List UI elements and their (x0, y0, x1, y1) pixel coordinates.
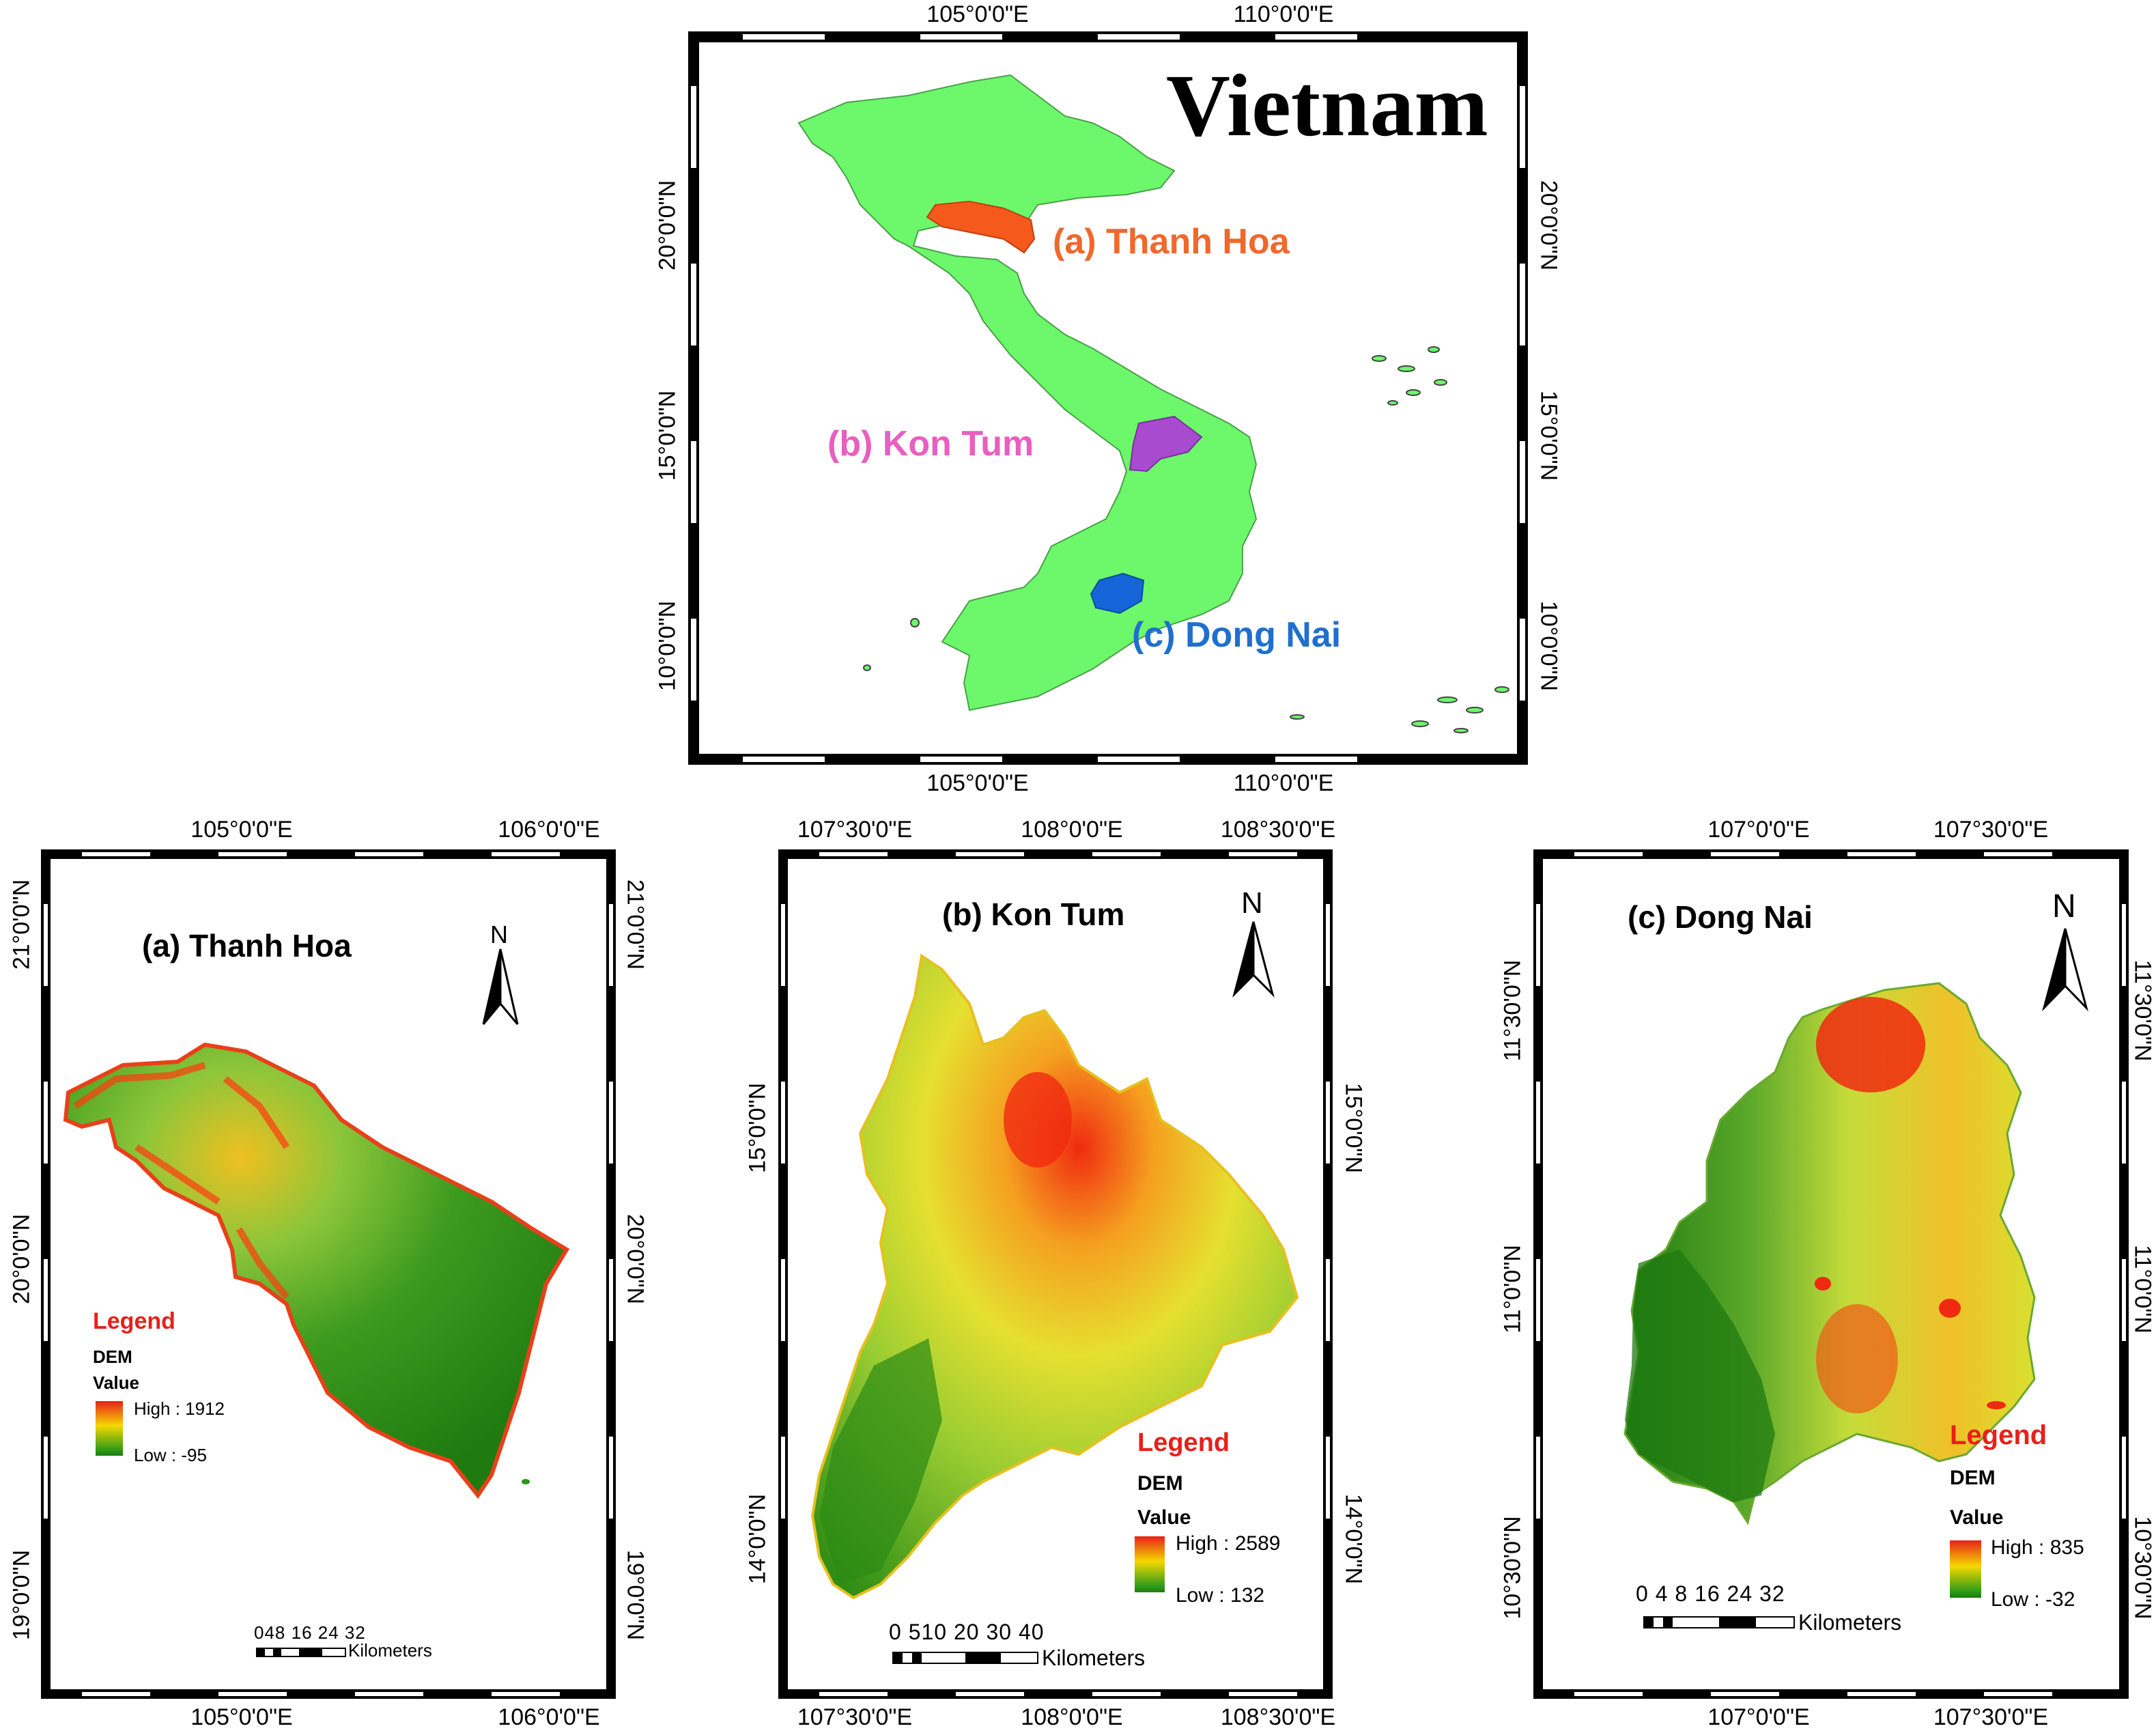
north-arrow-icon (482, 948, 519, 1025)
legend-layer: DEM (1950, 1467, 1996, 1489)
scale-unit: Kilometers (1798, 1610, 1902, 1635)
vietnam-country (797, 74, 1258, 711)
thanh-hoa-region (926, 200, 1036, 254)
north-label: N (1241, 886, 1263, 920)
legend-high: High : 835 (1991, 1536, 2084, 1559)
kt-lon-tick-top-3: 108°30'0"E (1220, 817, 1336, 843)
vietnam-land-shape (797, 74, 1509, 733)
north-arrow-icon (1232, 921, 1275, 998)
legend-color-ramp (1135, 1536, 1165, 1592)
dn-lon-tick-top-2: 107°30'0"E (1933, 817, 2049, 843)
vn-lon-tick-bottom-1: 105°0'0"E (926, 770, 1029, 796)
kt-lon-tick-bottom-3: 108°30'0"E (1220, 1704, 1336, 1730)
legend-title: Legend (93, 1308, 175, 1334)
kon-tum-frame-ticks (778, 849, 1333, 1699)
scale-numbers: 048 16 24 32 (254, 1622, 366, 1643)
th-lon-tick-top-2: 106°0'0"E (498, 817, 600, 843)
kt-lon-tick-top-1: 107°30'0"E (797, 817, 913, 843)
th-lon-tick-bottom-2: 106°0'0"E (498, 1704, 600, 1730)
scale-numbers: 0 510 20 30 40 (889, 1620, 1045, 1644)
scale-bar (892, 1652, 1038, 1664)
dong-nai-region (1090, 572, 1145, 615)
dn-lon-tick-top-1: 107°0'0"E (1707, 817, 1810, 843)
scale-unit: Kilometers (348, 1640, 432, 1661)
kt-lon-tick-bottom-1: 107°30'0"E (797, 1704, 913, 1730)
dong-nai-frame-ticks (1533, 849, 2129, 1699)
north-label: N (490, 920, 508, 948)
th-lon-tick-bottom-1: 105°0'0"E (190, 1704, 293, 1730)
dong-nai-title: (c) Dong Nai (1628, 899, 1813, 935)
vietnam-frame-ticks (688, 31, 1528, 765)
north-arrow-icon (2042, 928, 2088, 1012)
thanh-hoa-frame-ticks (41, 849, 616, 1699)
legend-title: Legend (1950, 1420, 2047, 1450)
legend-field: Value (1137, 1506, 1191, 1529)
scale-bar (1643, 1616, 1795, 1628)
legend-low: Low : -32 (1991, 1588, 2075, 1611)
scale-unit: Kilometers (1042, 1646, 1146, 1670)
vn-lon-tick-top-1: 105°0'0"E (926, 1, 1029, 27)
legend-layer: DEM (93, 1346, 132, 1367)
kt-lon-tick-bottom-2: 108°0'0"E (1021, 1704, 1123, 1730)
dn-lon-tick-bottom-2: 107°30'0"E (1933, 1704, 2049, 1730)
legend-color-ramp (96, 1401, 123, 1456)
callout-thanh-hoa: (a) Thanh Hoa (1053, 222, 1290, 262)
legend-color-ramp (1950, 1540, 1981, 1598)
legend-field: Value (1950, 1506, 2004, 1529)
legend-layer: DEM (1137, 1472, 1183, 1495)
scale-numbers: 0 4 8 16 24 32 (1636, 1581, 1785, 1606)
callout-kon-tum: (b) Kon Tum (827, 424, 1034, 464)
legend-high: High : 1912 (134, 1398, 225, 1419)
th-lon-tick-top-1: 105°0'0"E (190, 817, 293, 843)
vietnam-title: Vietnam (1166, 57, 1488, 155)
vn-lon-tick-top-2: 110°0'0"E (1233, 1, 1334, 27)
islands (863, 346, 1509, 733)
kt-lon-tick-top-2: 108°0'0"E (1021, 817, 1123, 843)
callout-dong-nai: (c) Dong Nai (1132, 615, 1342, 655)
vn-lon-tick-bottom-2: 110°0'0"E (1233, 770, 1334, 796)
legend-title: Legend (1137, 1428, 1230, 1457)
scale-bar (256, 1648, 346, 1657)
thanh-hoa-title: (a) Thanh Hoa (142, 928, 352, 963)
legend-low: Low : -95 (134, 1445, 207, 1465)
legend-field: Value (93, 1372, 139, 1393)
dn-lon-tick-bottom-1: 107°0'0"E (1707, 1704, 1810, 1730)
north-label: N (2052, 888, 2076, 925)
kon-tum-region (1129, 415, 1203, 472)
legend-low: Low : 132 (1176, 1584, 1265, 1607)
legend-high: High : 2589 (1176, 1532, 1281, 1555)
kon-tum-title: (b) Kon Tum (942, 897, 1125, 932)
